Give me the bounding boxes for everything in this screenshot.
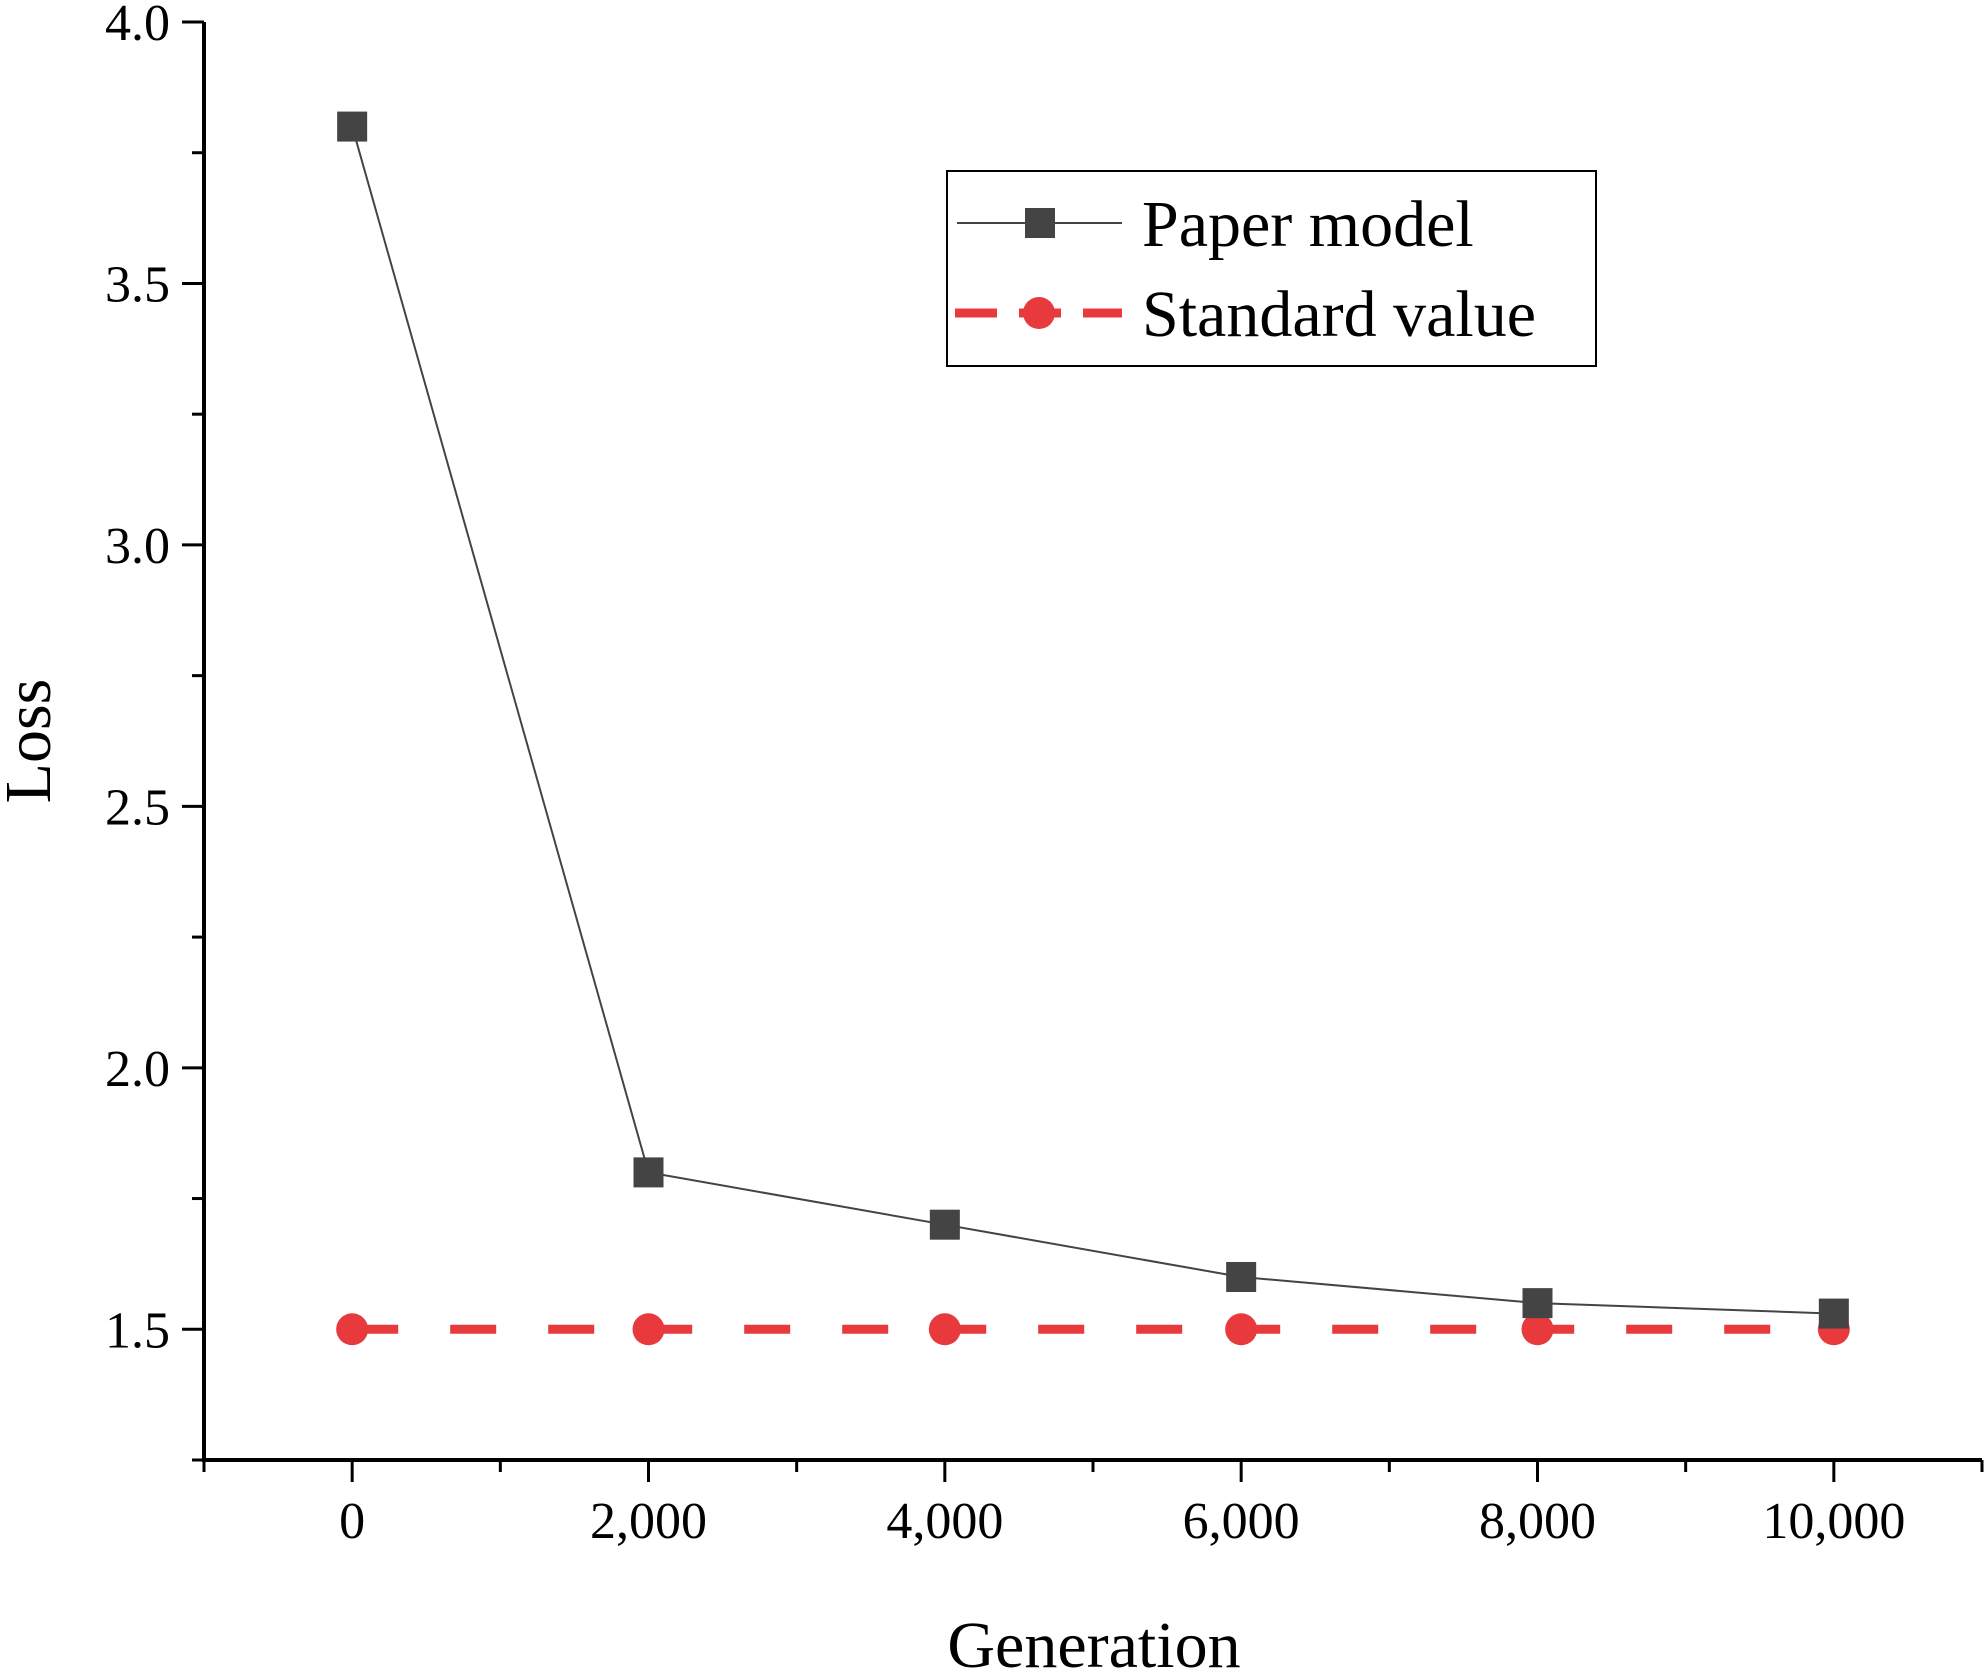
- x-tick-label: 8,000: [1479, 1493, 1596, 1550]
- point-paper-model: [1818, 1298, 1849, 1329]
- point-standard-value: [632, 1313, 665, 1346]
- y-tick-label: 3.5: [105, 256, 170, 313]
- y-tick-label: 2.0: [105, 1041, 170, 1098]
- y-tick-label: 3.0: [105, 518, 170, 575]
- legend-box: [946, 170, 1597, 367]
- y-tick-label: 1.5: [105, 1302, 170, 1359]
- legend-label-paper-model: Paper model: [1142, 188, 1474, 261]
- x-ticks: 0 2,000 4,000 6,000 8,000 10,000: [202, 1460, 1984, 1550]
- point-standard-value: [336, 1313, 369, 1346]
- legend-marker-paper-model: [1025, 208, 1055, 238]
- legend-marker-standard-value: [1023, 297, 1055, 329]
- point-paper-model: [337, 111, 368, 142]
- point-paper-model: [1522, 1288, 1553, 1319]
- x-tick-label: 6,000: [1183, 1493, 1300, 1550]
- point-paper-model: [929, 1209, 960, 1240]
- series-layer: [336, 111, 1850, 1346]
- x-tick-label: 10,000: [1762, 1493, 1905, 1550]
- y-axis-title: Loss: [0, 679, 65, 804]
- legend-label-standard-value: Standard value: [1142, 278, 1536, 351]
- x-tick-label: 2,000: [590, 1493, 707, 1550]
- y-ticks: 1.5 2.0 2.5 3.0 3.5 4.0: [105, 0, 204, 1462]
- point-standard-value: [928, 1313, 961, 1346]
- x-axis-title: Generation: [947, 1609, 1240, 1672]
- x-tick-label: 0: [339, 1493, 365, 1550]
- point-standard-value: [1521, 1313, 1554, 1346]
- series-line-paper-model: [351, 126, 1834, 1315]
- y-tick-label: 2.5: [105, 779, 170, 836]
- x-tick-label: 4,000: [886, 1493, 1003, 1550]
- y-tick-label: 4.0: [105, 0, 170, 52]
- legend: Paper model Standard value: [946, 170, 1597, 367]
- point-standard-value: [1225, 1313, 1258, 1346]
- point-paper-model: [1226, 1261, 1257, 1292]
- point-paper-model: [633, 1157, 664, 1188]
